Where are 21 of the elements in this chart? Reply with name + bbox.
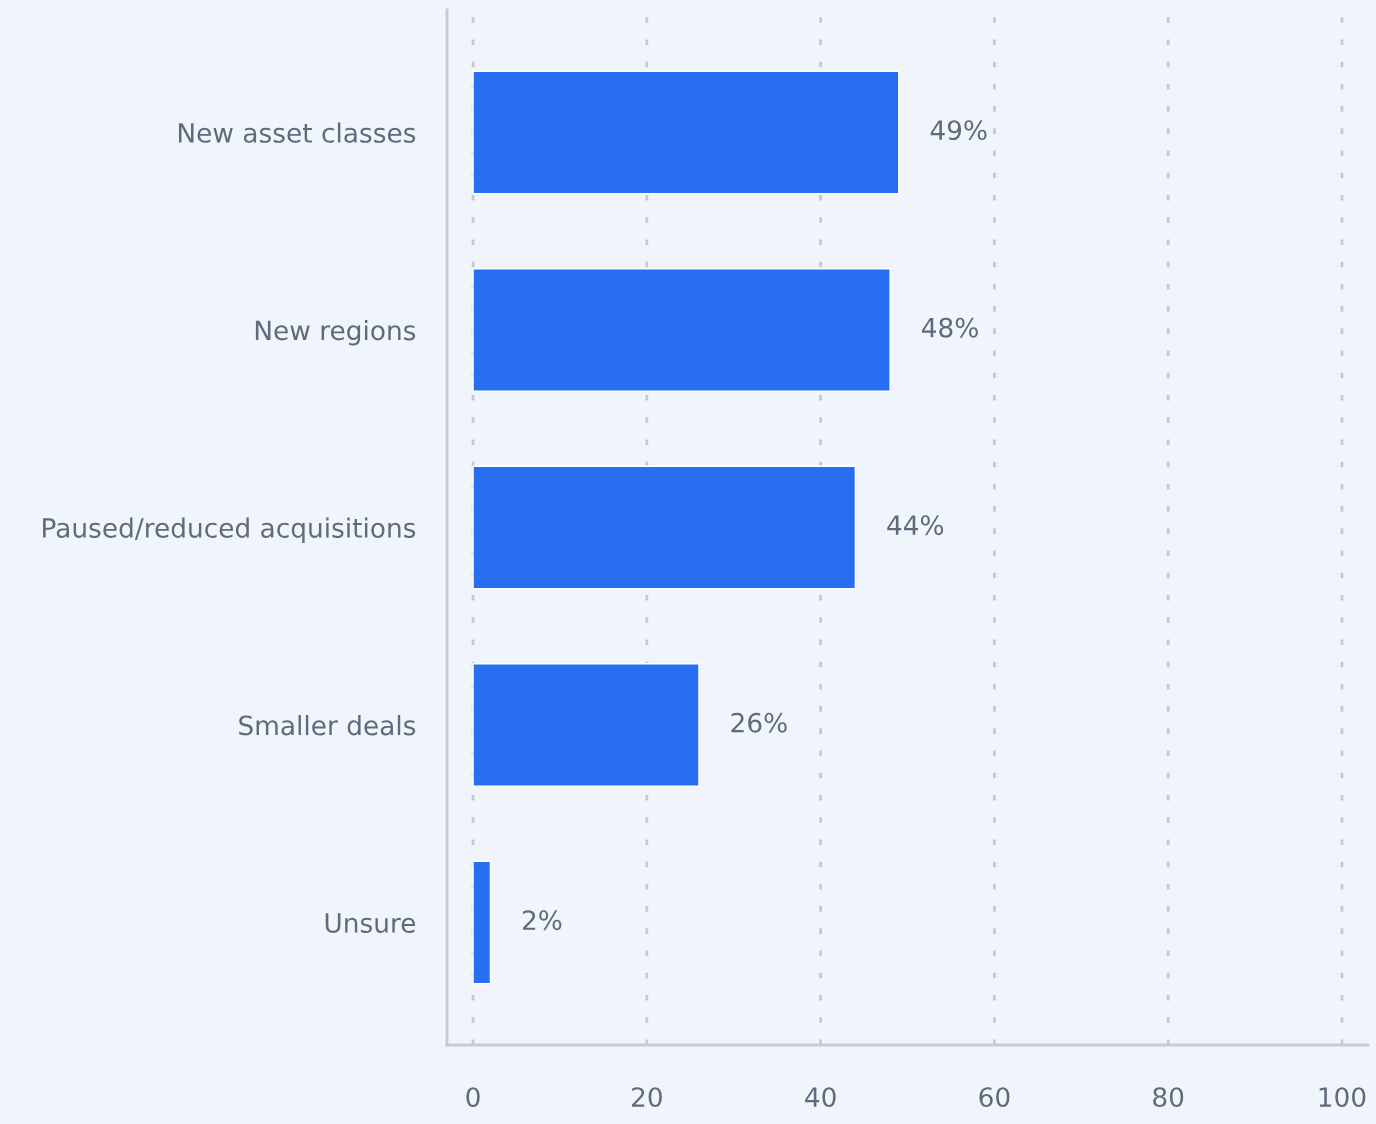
x-tick-label: 60: [979, 1087, 1010, 1108]
x-tick-label: 20: [631, 1087, 662, 1108]
y-tick-label: Paused/reduced acquisitions: [43, 517, 416, 544]
data-label: 44%: [887, 515, 944, 536]
y-tick-label: New regions: [255, 319, 416, 346]
bar: [472, 70, 900, 195]
bar: [472, 860, 492, 985]
y-tick-label: Smaller deals: [239, 714, 416, 736]
x-tick-label: 100: [1319, 1087, 1366, 1108]
x-tick-label: 40: [805, 1087, 836, 1108]
data-label: 2%: [522, 910, 562, 931]
bar: [472, 663, 700, 787]
x-tick-label: 0: [466, 1087, 480, 1108]
y-tick-label: New asset classes: [178, 122, 416, 143]
data-label: 49%: [930, 120, 987, 141]
bar: [472, 465, 857, 590]
data-label: 48%: [921, 317, 978, 338]
x-tick-label: 80: [1153, 1087, 1184, 1108]
y-tick-label: Unsure: [325, 913, 416, 933]
bar: [472, 268, 891, 392]
data-label: 26%: [731, 712, 787, 733]
